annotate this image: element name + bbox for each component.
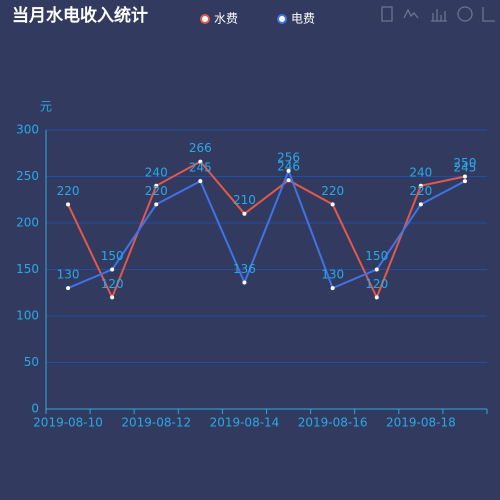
x-tick-label: 2019-08-12: [121, 416, 191, 430]
data-label: 220: [409, 184, 432, 198]
legend-label: 水费: [214, 12, 238, 26]
data-label: 256: [277, 150, 300, 164]
data-label: 220: [321, 184, 344, 198]
point: [66, 202, 71, 207]
point: [154, 183, 159, 188]
point: [330, 286, 335, 291]
data-label: 240: [409, 165, 432, 179]
y-tick-label: 50: [24, 355, 39, 369]
data-label: 130: [321, 268, 344, 282]
tool-save[interactable]: [482, 7, 495, 22]
data-label: 246: [277, 160, 300, 174]
toolbox[interactable]: [381, 6, 495, 22]
x-tick-label: 2019-08-16: [298, 416, 368, 430]
chart-title: 当月水电收入统计: [12, 5, 148, 26]
point: [198, 159, 203, 164]
y-tick-label: 0: [31, 402, 39, 416]
data-label: 266: [189, 141, 212, 155]
data-label: 210: [233, 193, 256, 207]
data-label: 220: [145, 184, 168, 198]
x-tick-label: 2019-08-18: [386, 416, 456, 430]
data-label: 130: [57, 268, 80, 282]
data-label: 250: [453, 156, 476, 170]
point: [330, 202, 335, 207]
point: [242, 280, 247, 285]
point: [242, 211, 247, 216]
data-label: 245: [189, 161, 212, 175]
data-label: 150: [365, 249, 388, 263]
tool-data-view[interactable]: [381, 6, 393, 22]
data-label: 120: [101, 277, 124, 291]
y-tick-label: 200: [16, 216, 39, 230]
data-label: 220: [57, 184, 80, 198]
data-label: 245: [453, 161, 476, 175]
y-tick-label: 250: [16, 169, 39, 183]
x-tick-label: 2019-08-14: [210, 416, 280, 430]
data-label: 120: [365, 277, 388, 291]
point: [110, 295, 115, 300]
point: [154, 202, 159, 207]
data-label: 136: [233, 262, 256, 276]
y-tick-label: 150: [16, 262, 39, 276]
y-tick-label: 100: [16, 309, 39, 323]
legend-label: 电费: [291, 12, 315, 26]
y-tick-label: 300: [16, 123, 39, 137]
y-axis-label: 元: [40, 100, 52, 114]
point: [110, 267, 115, 272]
legend-icon[interactable]: [277, 14, 287, 24]
point: [198, 179, 203, 184]
legend-icon[interactable]: [200, 14, 210, 24]
series-line: [67, 160, 466, 300]
point: [374, 295, 379, 300]
point: [374, 267, 379, 272]
point: [462, 179, 467, 184]
tool-bar[interactable]: [431, 9, 447, 22]
point: [66, 286, 71, 291]
point: [286, 178, 291, 183]
x-tick-label: 2019-08-10: [33, 416, 103, 430]
tool-restore[interactable]: [457, 6, 473, 22]
data-label: 150: [101, 249, 124, 263]
point: [418, 183, 423, 188]
point: [418, 202, 423, 207]
point: [286, 168, 291, 173]
point: [462, 174, 467, 179]
tool-line[interactable]: [403, 8, 419, 19]
series-line: [67, 168, 466, 290]
data-label: 240: [145, 165, 168, 179]
